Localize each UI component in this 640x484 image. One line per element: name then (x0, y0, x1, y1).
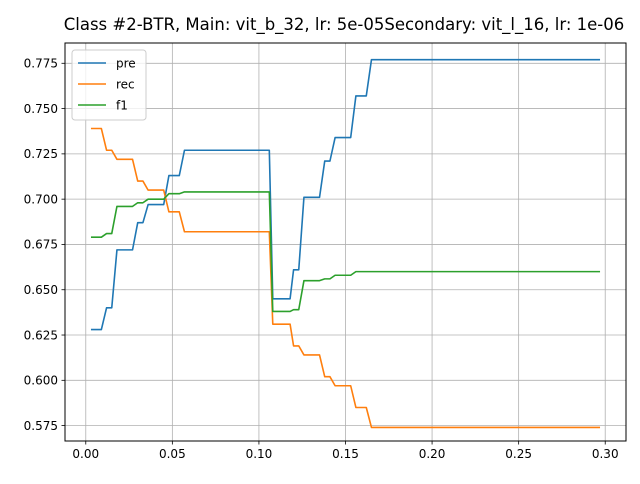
x-tick-label: 0.00 (72, 447, 99, 461)
x-tick-label: 0.30 (592, 447, 619, 461)
x-tick-label: 0.05 (159, 447, 186, 461)
y-tick-label: 0.775 (24, 57, 58, 71)
y-tick-label: 0.725 (24, 147, 58, 161)
x-tick-label: 0.25 (505, 447, 532, 461)
y-tick-label: 0.750 (24, 102, 58, 116)
y-tick-label: 0.700 (24, 192, 58, 206)
legend-label-pre: pre (116, 57, 136, 71)
y-axis: 0.575 0.600 0.625 0.650 0.675 0.700 0.725 0.750… (24, 57, 65, 433)
legend: pre rec f1 (71, 49, 147, 121)
legend-box (71, 49, 147, 121)
legend-label-rec: rec (116, 78, 135, 92)
chart-title: Class #2-BTR, Main: vit_b_32, lr: 5e-05S… (64, 15, 625, 35)
series-lines (90, 58, 601, 429)
y-tick-label: 0.575 (24, 419, 58, 433)
y-tick-label: 0.600 (24, 374, 58, 388)
x-tick-label: 0.20 (419, 447, 446, 461)
y-tick-label: 0.650 (24, 283, 58, 297)
x-tick-label: 0.15 (332, 447, 359, 461)
x-tick-label: 0.10 (246, 447, 273, 461)
series-line-f1 (90, 191, 601, 313)
plot-area (64, 42, 627, 442)
y-tick-label: 0.625 (24, 328, 58, 342)
y-tick-label: 0.675 (24, 238, 58, 252)
legend-label-f1: f1 (116, 99, 128, 113)
x-axis: 0.00 0.05 0.10 0.15 0.20 0.25 0.30 (72, 441, 619, 461)
